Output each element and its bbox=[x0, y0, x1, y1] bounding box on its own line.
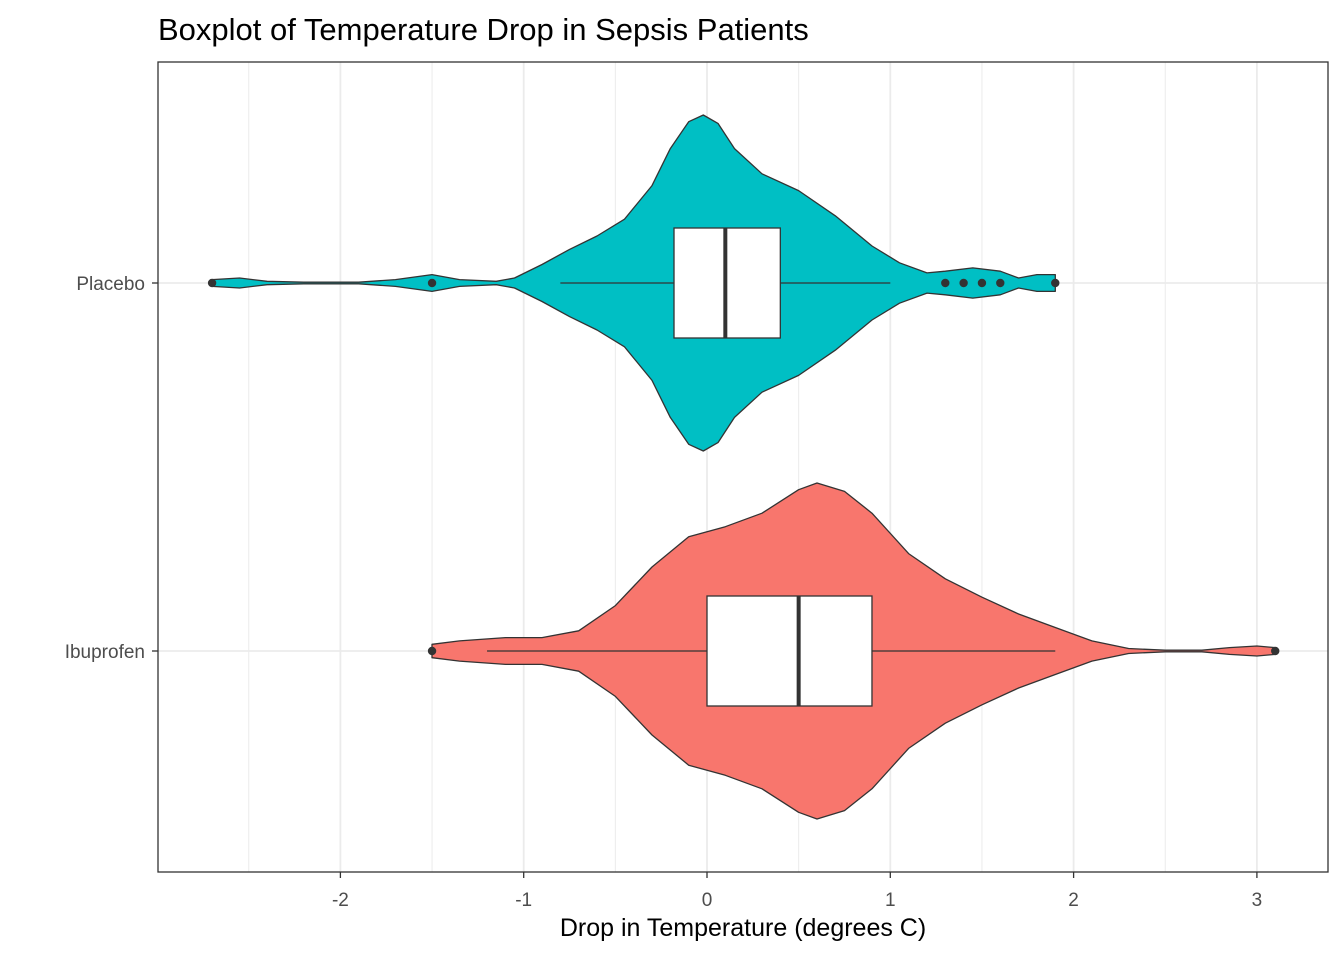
x-tick-label: -2 bbox=[332, 890, 349, 911]
y-tick-label: Ibuprofen bbox=[65, 642, 145, 663]
outlier-point bbox=[427, 646, 437, 656]
outlier-point bbox=[207, 278, 217, 288]
outlier-point bbox=[1271, 646, 1280, 656]
outlier-point bbox=[1051, 278, 1060, 288]
outlier-point bbox=[941, 278, 950, 288]
x-tick-label: 2 bbox=[1068, 890, 1079, 911]
x-tick-label: 0 bbox=[702, 890, 713, 911]
outlier-point bbox=[996, 278, 1005, 288]
outlier-point bbox=[977, 278, 987, 288]
box-ibuprofen bbox=[706, 595, 873, 707]
y-tick-label: Placebo bbox=[76, 274, 145, 295]
chart-title: Boxplot of Temperature Drop in Sepsis Pa… bbox=[158, 12, 809, 47]
x-tick-label: 3 bbox=[1252, 890, 1263, 911]
panel-border bbox=[157, 61, 1329, 873]
x-tick-label: 1 bbox=[885, 890, 896, 911]
x-tick-label: -1 bbox=[515, 890, 532, 911]
outlier-point bbox=[427, 278, 437, 288]
outlier-point bbox=[959, 278, 968, 288]
x-axis-label: Drop in Temperature (degrees C) bbox=[559, 914, 927, 942]
